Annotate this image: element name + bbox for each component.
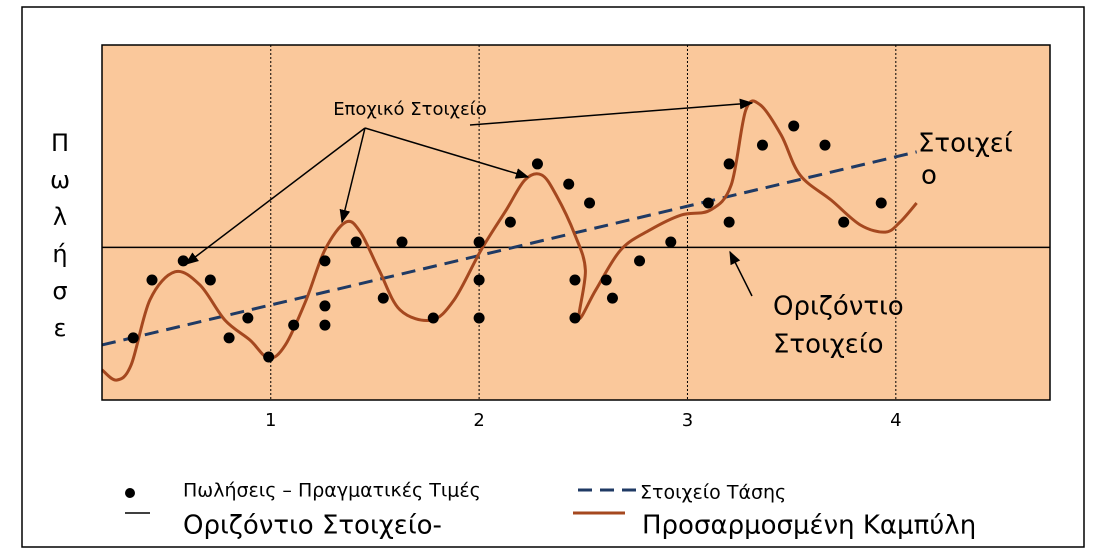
point bbox=[788, 120, 800, 132]
series-line bbox=[101, 99, 918, 382]
point bbox=[288, 319, 300, 331]
point bbox=[531, 158, 543, 170]
point bbox=[723, 158, 735, 170]
y-label-letter: ή bbox=[52, 240, 67, 268]
point bbox=[319, 300, 331, 312]
legend-label: Πωλήσεις – Πραγματικές Τιμές bbox=[183, 480, 481, 502]
point bbox=[377, 292, 389, 304]
x-tick-label: 1 bbox=[265, 410, 276, 431]
y-label-letter: σ bbox=[52, 277, 67, 305]
point bbox=[838, 216, 850, 228]
point bbox=[263, 351, 275, 363]
annotation: Στοιχείο bbox=[773, 330, 884, 360]
series-line bbox=[101, 150, 918, 347]
legend-label: Οριζόντιο Στοιχείο- bbox=[183, 511, 442, 541]
point bbox=[473, 312, 485, 324]
point bbox=[127, 332, 139, 344]
arrow bbox=[469, 98, 754, 126]
x-tick-label: 4 bbox=[890, 410, 901, 431]
point bbox=[875, 197, 887, 209]
point bbox=[569, 312, 581, 324]
point bbox=[204, 274, 216, 286]
plot-border bbox=[101, 44, 1051, 401]
y-label-letter: λ bbox=[53, 203, 67, 231]
y-axis-label: Πωλήσε bbox=[50, 129, 70, 342]
annotation: Εποχικό Στοιχείο bbox=[333, 99, 487, 120]
arrow bbox=[184, 127, 366, 265]
point bbox=[563, 178, 575, 190]
point bbox=[242, 312, 254, 324]
x-tick-label: 2 bbox=[473, 410, 484, 431]
point bbox=[634, 255, 646, 267]
point bbox=[396, 236, 408, 248]
point bbox=[473, 274, 485, 286]
arrow bbox=[729, 250, 753, 297]
point bbox=[756, 139, 768, 151]
annotation: Οριζόντιο bbox=[773, 292, 904, 322]
arrow bbox=[339, 127, 366, 224]
annotation: Στοιχεί bbox=[918, 129, 1013, 159]
point bbox=[665, 236, 677, 248]
legend: Οριζόντιο Στοιχείο- Στοιχείο Τάσης Προσαρμ… bbox=[125, 480, 976, 541]
legend-swatch bbox=[125, 488, 135, 498]
point bbox=[504, 216, 516, 228]
y-label-letter: ε bbox=[54, 314, 67, 342]
plot-area bbox=[102, 45, 1050, 400]
point bbox=[702, 197, 714, 209]
point bbox=[177, 255, 189, 267]
x-tick-label: 3 bbox=[682, 410, 693, 431]
point bbox=[319, 255, 331, 267]
annotation: ο bbox=[921, 161, 937, 191]
point bbox=[584, 197, 596, 209]
legend-label: Στοιχείο Τάσης bbox=[640, 482, 786, 504]
point bbox=[319, 319, 331, 331]
point bbox=[723, 216, 735, 228]
point bbox=[600, 274, 612, 286]
point bbox=[819, 139, 831, 151]
point bbox=[569, 274, 581, 286]
y-label-letter: Π bbox=[51, 129, 69, 157]
point bbox=[606, 292, 618, 304]
arrow bbox=[364, 127, 530, 179]
point bbox=[223, 332, 235, 344]
point bbox=[350, 236, 362, 248]
y-label-letter: ω bbox=[50, 166, 70, 194]
legend-label: Προσαρμοσμένη Καμπύλη bbox=[642, 511, 976, 541]
point bbox=[473, 236, 485, 248]
point bbox=[427, 312, 439, 324]
point bbox=[146, 274, 158, 286]
